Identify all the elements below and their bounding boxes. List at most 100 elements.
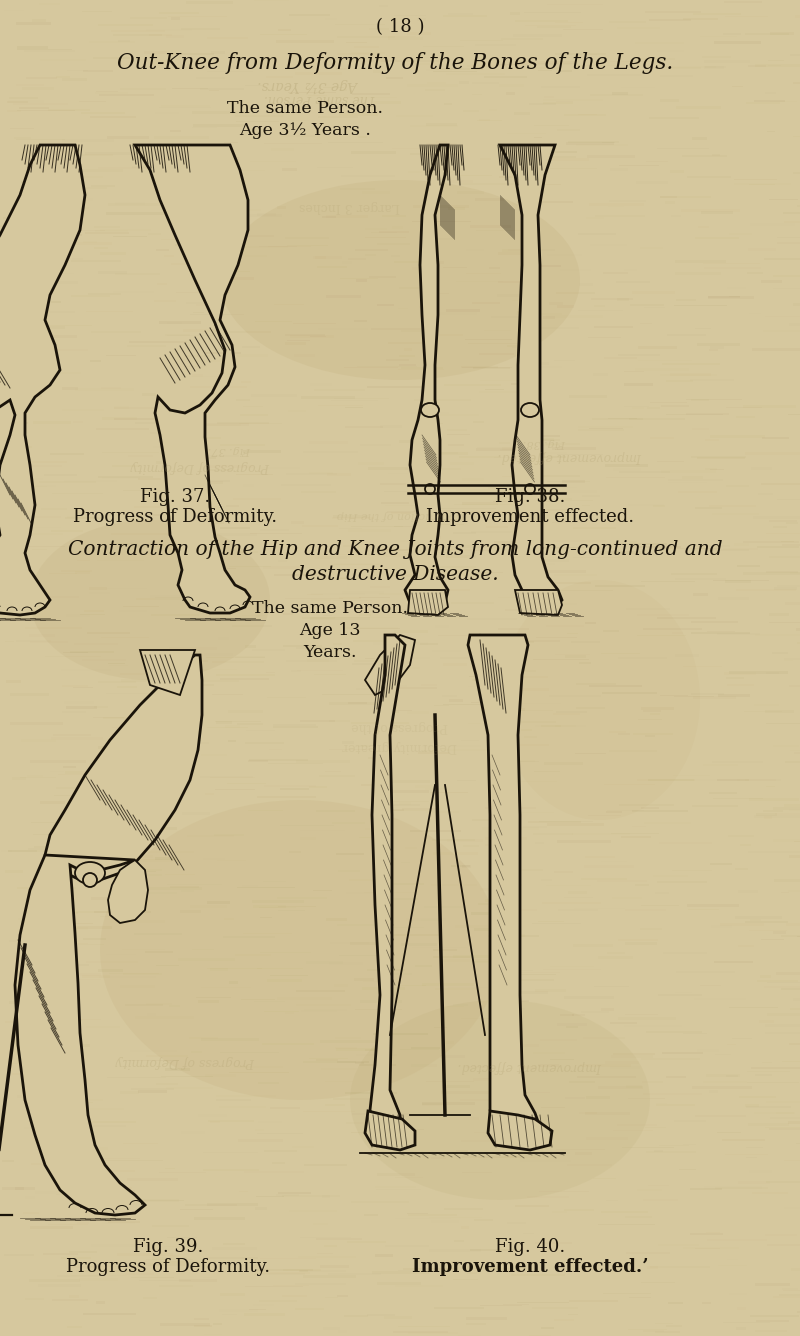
Bar bbox=[186, 302, 222, 305]
Bar bbox=[319, 775, 355, 778]
Bar bbox=[555, 53, 606, 55]
Bar bbox=[658, 1244, 698, 1245]
Bar bbox=[30, 1226, 73, 1229]
Bar bbox=[745, 1105, 759, 1106]
Bar bbox=[394, 540, 430, 542]
Bar bbox=[358, 136, 367, 139]
Bar bbox=[222, 1315, 237, 1316]
Bar bbox=[586, 216, 604, 219]
Bar bbox=[776, 1112, 795, 1113]
Bar bbox=[186, 1204, 237, 1206]
Bar bbox=[594, 326, 633, 327]
Bar bbox=[635, 43, 683, 44]
Bar bbox=[112, 465, 140, 468]
Bar bbox=[370, 587, 390, 588]
Bar bbox=[204, 653, 233, 656]
Bar bbox=[527, 1196, 569, 1198]
Bar bbox=[288, 92, 336, 94]
Bar bbox=[243, 1313, 285, 1316]
Bar bbox=[286, 473, 337, 476]
Bar bbox=[499, 84, 524, 87]
Bar bbox=[531, 158, 589, 160]
Bar bbox=[518, 60, 529, 61]
Bar bbox=[489, 906, 514, 910]
Bar bbox=[709, 297, 754, 299]
Bar bbox=[637, 1189, 662, 1190]
Bar bbox=[179, 485, 210, 488]
Bar bbox=[387, 973, 411, 975]
Bar bbox=[266, 979, 302, 982]
Bar bbox=[23, 223, 41, 224]
Bar bbox=[410, 830, 461, 832]
Bar bbox=[350, 1201, 409, 1204]
Text: Improvement effected.: Improvement effected. bbox=[458, 1059, 602, 1073]
Bar bbox=[159, 1250, 168, 1253]
Bar bbox=[740, 844, 751, 846]
Bar bbox=[690, 1188, 722, 1190]
Bar bbox=[704, 60, 750, 63]
Bar bbox=[337, 1295, 347, 1297]
Bar bbox=[618, 298, 630, 301]
Bar bbox=[135, 851, 194, 854]
Polygon shape bbox=[0, 146, 85, 615]
Bar bbox=[437, 452, 458, 454]
Bar bbox=[84, 1100, 102, 1101]
Bar bbox=[436, 68, 483, 71]
Bar bbox=[106, 693, 154, 695]
Bar bbox=[498, 597, 547, 599]
Text: Fig. 37.: Fig. 37. bbox=[140, 488, 210, 506]
Bar bbox=[758, 1021, 774, 1023]
Bar bbox=[136, 514, 162, 516]
Bar bbox=[198, 465, 253, 468]
Bar bbox=[659, 195, 711, 198]
Bar bbox=[406, 918, 446, 921]
Bar bbox=[764, 816, 772, 819]
Bar bbox=[20, 485, 56, 488]
Bar bbox=[206, 544, 238, 545]
Text: The same Person.: The same Person. bbox=[252, 600, 408, 617]
Ellipse shape bbox=[75, 862, 105, 884]
Bar bbox=[169, 1005, 179, 1007]
Bar bbox=[87, 632, 130, 635]
Bar bbox=[506, 345, 522, 347]
Bar bbox=[257, 796, 317, 798]
Bar bbox=[507, 760, 535, 762]
Bar bbox=[541, 725, 561, 727]
Bar bbox=[500, 974, 557, 975]
Bar bbox=[323, 615, 332, 616]
Bar bbox=[514, 562, 555, 565]
Bar bbox=[578, 232, 616, 235]
Bar bbox=[194, 1319, 209, 1320]
Bar bbox=[608, 418, 638, 420]
Bar bbox=[406, 546, 456, 549]
Bar bbox=[360, 1001, 402, 1003]
Bar bbox=[206, 601, 250, 604]
Bar bbox=[694, 779, 740, 780]
Bar bbox=[286, 244, 328, 246]
Bar bbox=[572, 832, 630, 835]
Bar bbox=[191, 190, 206, 191]
Bar bbox=[702, 1301, 711, 1304]
Bar bbox=[725, 580, 751, 582]
Bar bbox=[567, 140, 619, 143]
Bar bbox=[23, 1212, 39, 1213]
Bar bbox=[358, 462, 384, 465]
Bar bbox=[444, 103, 452, 106]
Bar bbox=[71, 295, 110, 297]
Bar bbox=[317, 810, 355, 812]
Bar bbox=[34, 198, 93, 202]
Bar bbox=[617, 27, 660, 29]
Bar bbox=[489, 267, 499, 269]
Bar bbox=[394, 631, 428, 633]
Bar bbox=[163, 741, 210, 744]
Bar bbox=[421, 684, 438, 685]
Bar bbox=[326, 295, 362, 298]
Bar bbox=[167, 52, 214, 55]
Bar bbox=[429, 1117, 479, 1120]
Bar bbox=[53, 733, 91, 736]
Bar bbox=[785, 762, 800, 763]
Bar bbox=[220, 677, 269, 680]
Bar bbox=[235, 954, 270, 957]
Bar bbox=[466, 1066, 518, 1067]
Bar bbox=[201, 986, 250, 989]
